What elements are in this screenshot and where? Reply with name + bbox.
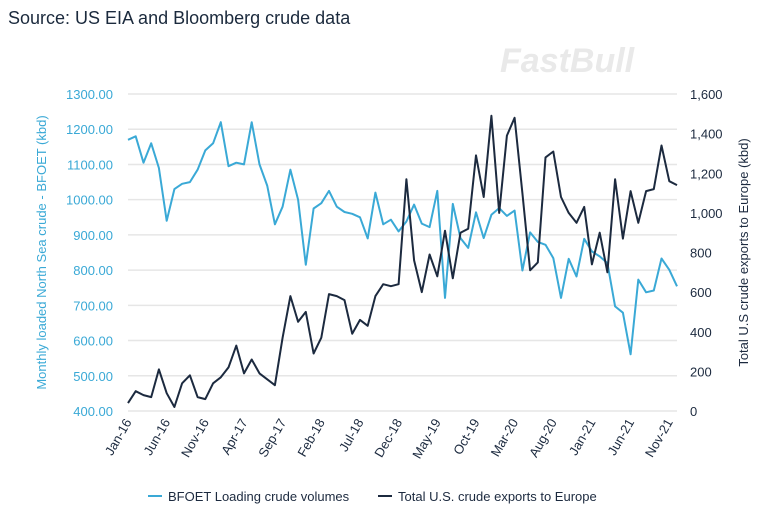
x-tick-label: Feb-18 <box>294 416 328 459</box>
y-left-tick-label: 700.00 <box>73 298 113 313</box>
y-right-tick-label: 1,200 <box>690 166 723 181</box>
x-tick-label: Oct-19 <box>450 416 482 457</box>
y-right-tick-label: 0 <box>690 404 697 419</box>
x-tick-label: Nov-16 <box>178 416 212 460</box>
x-tick-label: Apr-17 <box>218 416 251 457</box>
x-tick-label: Jan-21 <box>566 416 599 458</box>
y-left-tick-label: 500.00 <box>73 369 113 384</box>
x-tick-label: May-19 <box>409 416 444 461</box>
series-line-us-exports <box>127 114 678 408</box>
x-tick-label: Dec-18 <box>371 416 405 460</box>
y-left-tick-label: 1100.00 <box>67 157 113 172</box>
x-tick-label: Jun-21 <box>604 416 637 458</box>
y-right-tick-label: 600 <box>690 285 712 300</box>
x-tick-label: Nov-21 <box>642 416 676 460</box>
x-tick-label: Jun-16 <box>140 416 173 458</box>
chart-title: Source: US EIA and Bloomberg crude data <box>8 8 351 28</box>
y-right-axis-title: Total U.S crude exports to Europe (kbd) <box>736 138 751 366</box>
y-left-tick-label: 1200.00 <box>66 122 113 137</box>
y-right-tick-label: 400 <box>690 325 712 340</box>
x-tick-label: Jul-18 <box>336 416 367 454</box>
legend-label: Total U.S. crude exports to Europe <box>398 489 597 504</box>
y-left-tick-label: 400.00 <box>73 404 113 419</box>
y-right-tick-label: 800 <box>690 246 712 261</box>
y-right-tick-label: 1,000 <box>690 206 723 221</box>
watermark: FastBull <box>500 42 636 80</box>
y-left-tick-label: 600.00 <box>73 334 113 349</box>
y-left-tick-label: 800.00 <box>73 263 113 278</box>
x-tick-label: Mar-20 <box>488 416 522 459</box>
x-tick-label: Sep-17 <box>255 416 289 460</box>
x-tick-label: Jan-16 <box>102 416 135 458</box>
y-right-tick-label: 1,600 <box>690 87 723 102</box>
y-right-tick-label: 200 <box>690 364 712 379</box>
legend-label: BFOET Loading crude volumes <box>168 489 350 504</box>
y-right-tick-label: 1,400 <box>690 127 723 142</box>
y-left-tick-label: 1300.00 <box>66 87 113 102</box>
y-left-axis-title: Monthly loaded North Sea crude - BFOET (… <box>34 115 49 389</box>
y-left-tick-label: 1000.00 <box>66 193 113 208</box>
y-left-tick-label: 900.00 <box>73 228 113 243</box>
x-tick-label: Aug-20 <box>526 416 560 460</box>
